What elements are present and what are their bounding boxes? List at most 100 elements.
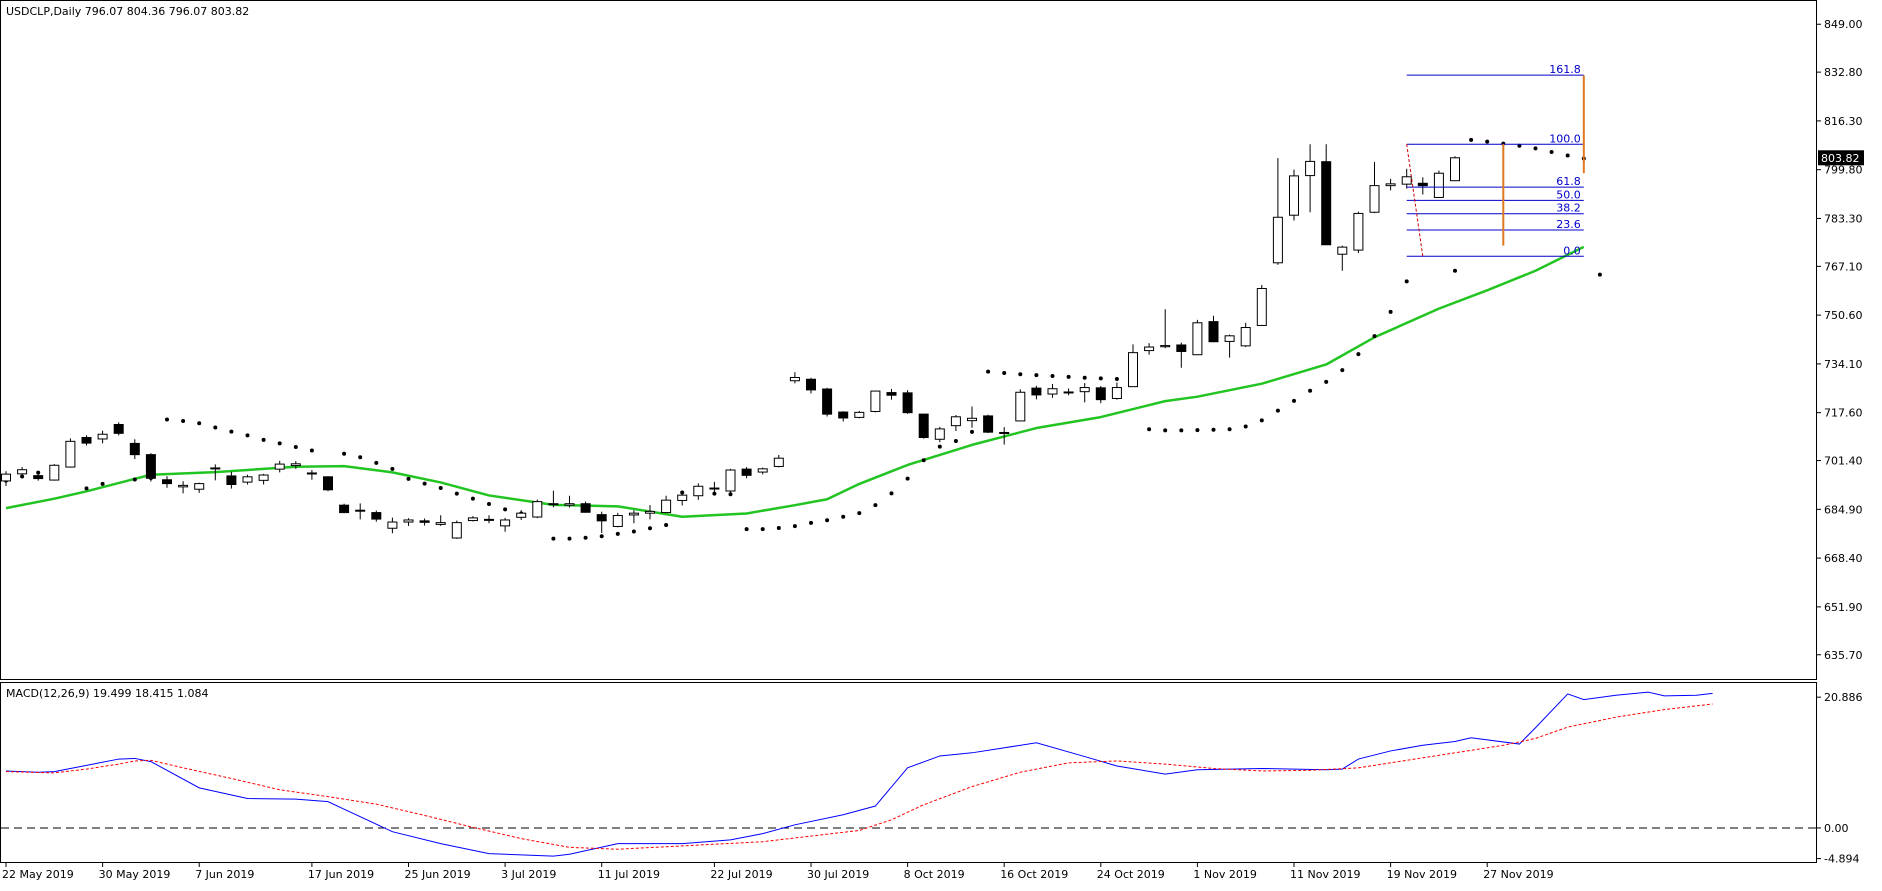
candle-body xyxy=(1095,387,1106,401)
candle-body xyxy=(1047,388,1058,395)
psar-dot xyxy=(776,525,781,530)
candle xyxy=(371,510,382,522)
candle-body xyxy=(17,469,28,475)
fibonacci-retracement[interactable]: 161.8 100.0 61.850.038.2 23.6 0.0 xyxy=(1406,63,1584,257)
psar-dot xyxy=(1485,139,1490,144)
candle xyxy=(661,495,672,514)
candle-body xyxy=(1,473,11,482)
psar-dot xyxy=(406,476,411,481)
price-tick-label: 767.10 xyxy=(1824,260,1863,273)
candle-body xyxy=(854,411,865,418)
candle xyxy=(1047,383,1058,398)
price-tick-label: 832.80 xyxy=(1824,66,1863,79)
candle xyxy=(773,454,784,468)
candle xyxy=(967,406,977,428)
psar-dot xyxy=(1565,153,1570,158)
psar-dot xyxy=(970,429,974,434)
psar-dot xyxy=(1179,428,1184,433)
psar-dot xyxy=(1227,427,1232,432)
macd-main-line xyxy=(5,691,1713,857)
candle-body xyxy=(1433,172,1444,198)
candle xyxy=(17,467,28,478)
last-price-box xyxy=(1818,150,1864,166)
fib-anchor-line xyxy=(1406,144,1424,257)
psar-dot xyxy=(1018,372,1023,377)
candle-body xyxy=(226,475,237,485)
psar-dot xyxy=(841,514,846,519)
psar-dot xyxy=(825,518,830,523)
fib-level-label: 161.8 xyxy=(1549,63,1581,76)
candle xyxy=(1321,144,1332,246)
candle xyxy=(1176,342,1187,368)
candle xyxy=(484,515,494,524)
candle-body xyxy=(65,440,76,468)
psar-dot xyxy=(1098,376,1103,381)
candle xyxy=(1063,388,1074,396)
candle xyxy=(1224,334,1235,358)
psar-dot xyxy=(857,511,862,516)
candle-body xyxy=(323,476,333,491)
time-tick-label: 19 Nov 2019 xyxy=(1387,868,1457,881)
candle-body xyxy=(1144,346,1155,352)
candle-body xyxy=(886,392,897,396)
candle-body xyxy=(934,428,945,440)
psar-dot xyxy=(873,503,878,508)
candle-body xyxy=(612,515,623,527)
candle-body xyxy=(967,417,977,422)
candle xyxy=(1079,383,1090,403)
candle-body xyxy=(178,484,189,488)
candle xyxy=(725,468,736,493)
psar-dot xyxy=(100,481,105,486)
psar-dot xyxy=(342,451,347,456)
candle xyxy=(645,505,655,520)
psar-dot xyxy=(792,524,797,529)
price-tick-label: 651.90 xyxy=(1824,601,1863,614)
fib-level-label: 100.0 xyxy=(1549,132,1581,145)
price-pane-frame xyxy=(0,0,1817,680)
candle-body xyxy=(339,504,350,514)
price-tick-label: 668.40 xyxy=(1824,552,1863,565)
candle-body xyxy=(532,501,543,518)
time-tick-label: 8 Oct 2019 xyxy=(904,868,965,881)
candle xyxy=(33,471,44,481)
psar-dot xyxy=(503,507,508,512)
psar-dot xyxy=(1195,428,1200,433)
candle xyxy=(403,518,414,526)
psar-dot xyxy=(1324,379,1329,384)
candle xyxy=(1401,168,1412,189)
candle xyxy=(1353,211,1364,254)
macd-pane: 20.886 0.00 -4.894 MACD(12,26,9) 19.499 18… xyxy=(0,682,1863,866)
price-tick-label: 849.00 xyxy=(1824,18,1863,31)
candle-body xyxy=(564,503,575,506)
candle xyxy=(950,415,961,431)
psar-dot xyxy=(889,491,894,496)
candle xyxy=(1160,309,1171,349)
candle-body xyxy=(113,423,124,434)
candle-body xyxy=(97,433,108,440)
time-tick-label: 17 Jun 2019 xyxy=(308,868,374,881)
candle xyxy=(532,499,543,519)
candle-body xyxy=(1224,335,1235,342)
psar-dot xyxy=(551,536,556,541)
fib-level-label: 23.6 xyxy=(1556,218,1581,231)
candle-body xyxy=(1031,387,1042,396)
psar-dot xyxy=(712,491,717,496)
psar-dot xyxy=(84,486,89,491)
candle-body xyxy=(435,522,446,525)
candle-body xyxy=(1385,183,1396,187)
last-price-text: 803.82 xyxy=(1821,152,1860,165)
candle xyxy=(1450,156,1460,182)
psar-dot xyxy=(358,455,363,460)
spike-lines xyxy=(1502,75,1585,246)
psar-dot xyxy=(1292,398,1296,403)
psar-dot xyxy=(132,477,137,482)
time-tick-label: 11 Nov 2019 xyxy=(1290,868,1360,881)
time-tick-label: 7 Jun 2019 xyxy=(195,868,254,881)
candle-body xyxy=(1353,212,1364,251)
candle-body xyxy=(999,431,1010,434)
candle-body xyxy=(838,411,849,419)
psar-dot xyxy=(181,418,186,423)
psar-dot xyxy=(1066,374,1071,379)
candle xyxy=(886,389,897,400)
